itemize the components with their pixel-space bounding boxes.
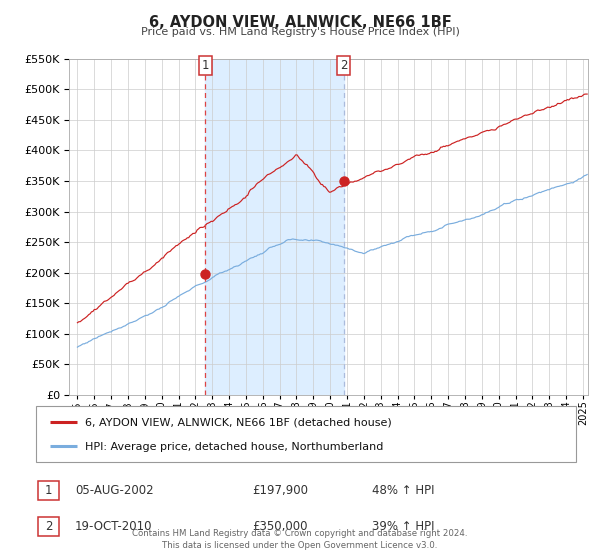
Text: 6, AYDON VIEW, ALNWICK, NE66 1BF: 6, AYDON VIEW, ALNWICK, NE66 1BF <box>149 15 451 30</box>
Text: 19-OCT-2010: 19-OCT-2010 <box>75 520 152 533</box>
Text: 6, AYDON VIEW, ALNWICK, NE66 1BF (detached house): 6, AYDON VIEW, ALNWICK, NE66 1BF (detach… <box>85 418 391 428</box>
Text: 2: 2 <box>340 59 347 72</box>
Text: 1: 1 <box>45 484 52 497</box>
Text: 48% ↑ HPI: 48% ↑ HPI <box>372 484 434 497</box>
Text: £350,000: £350,000 <box>252 520 308 533</box>
Text: Price paid vs. HM Land Registry's House Price Index (HPI): Price paid vs. HM Land Registry's House … <box>140 27 460 37</box>
Text: 39% ↑ HPI: 39% ↑ HPI <box>372 520 434 533</box>
Text: HPI: Average price, detached house, Northumberland: HPI: Average price, detached house, Nort… <box>85 442 383 452</box>
Text: 1: 1 <box>202 59 209 72</box>
Bar <box>205 59 344 395</box>
Text: £197,900: £197,900 <box>252 484 308 497</box>
Text: 05-AUG-2002: 05-AUG-2002 <box>75 484 154 497</box>
Text: 2: 2 <box>45 520 52 533</box>
Text: Contains HM Land Registry data © Crown copyright and database right 2024.
This d: Contains HM Land Registry data © Crown c… <box>132 529 468 550</box>
